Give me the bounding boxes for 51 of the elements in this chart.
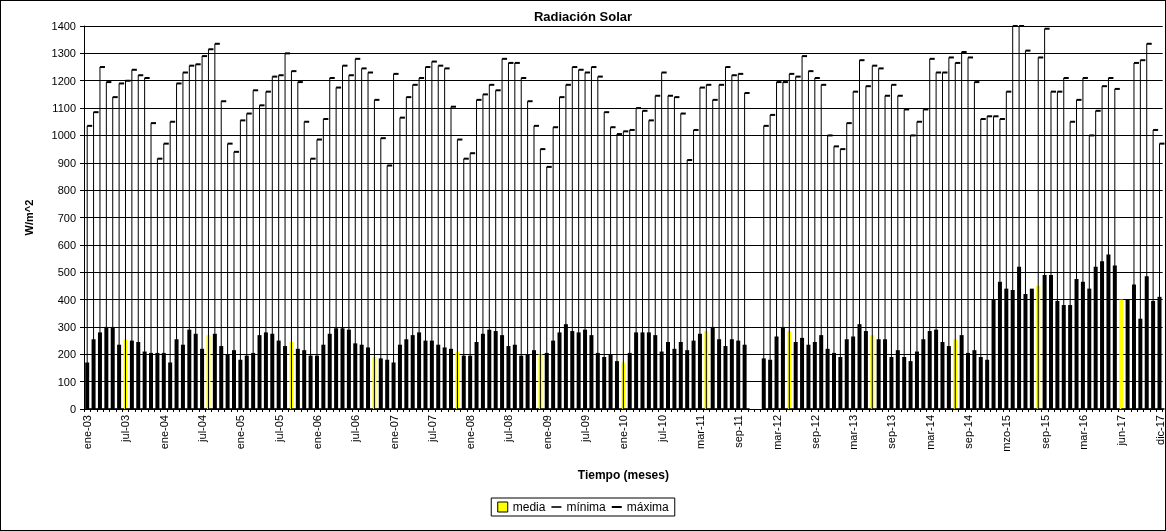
x-tick-label: ene-08	[464, 415, 477, 450]
x-tick-label: mar-13	[847, 415, 860, 450]
x-tick-label: jul-09	[579, 415, 592, 443]
x-tick-label: mar-12	[770, 415, 783, 450]
y-axis-title: W/m^2	[22, 199, 35, 236]
y-tick-label: 0	[69, 403, 76, 415]
x-tick-label: jul-03	[119, 415, 132, 443]
x-tick-label: sep-13	[885, 415, 898, 449]
x-tick-label: jul-05	[272, 415, 285, 443]
y-tick-label: 900	[57, 156, 76, 169]
x-tick-label: ene-07	[387, 415, 400, 450]
x-tick-label: sep-11	[732, 415, 745, 448]
x-tick-label: mar-11	[693, 415, 706, 450]
y-tick-label: 500	[57, 266, 76, 279]
y-tick-label: 1100	[52, 102, 76, 115]
y-tick-label: 300	[57, 320, 76, 333]
x-tick-label: ene-09	[540, 415, 553, 450]
bar	[1119, 299, 1124, 409]
x-tick-label: sep-12	[808, 415, 821, 449]
x-tick-label: ene-06	[310, 415, 323, 450]
chart-title: Radiación Solar	[533, 9, 633, 24]
x-tick-label: sep-14	[962, 415, 975, 449]
y-tick-label: 100	[57, 375, 76, 388]
x-tick-label: ene-10	[617, 415, 630, 450]
y-tick-label: 1000	[51, 129, 76, 142]
legend-label: mínima	[566, 500, 607, 514]
x-tick-label: jul-08	[502, 415, 515, 443]
x-tick-label: sep-15	[1038, 415, 1051, 449]
x-tick-label: ene-03	[81, 415, 94, 450]
x-tick-label: jun-17	[1115, 415, 1128, 447]
y-tick-label: 800	[57, 184, 76, 197]
x-tick-label: jul-04	[196, 415, 209, 443]
y-tick-label: 1200	[51, 74, 76, 87]
x-tick-label: mzo-15	[1000, 415, 1013, 452]
x-tick-label: ene-04	[157, 415, 170, 450]
x-tick-label: mar-16	[1076, 415, 1089, 450]
x-axis-title: Tiempo (meses)	[577, 468, 669, 482]
y-tick-label: 700	[57, 211, 76, 224]
y-tick-label: 200	[57, 348, 76, 361]
legend-label: media	[512, 500, 546, 514]
x-tick-label: dic-17	[1153, 415, 1166, 445]
legend-label: máxima	[626, 500, 670, 514]
x-tick-label: jul-10	[655, 415, 668, 443]
x-tick-label: jul-07	[425, 415, 438, 443]
y-tick-label: 400	[57, 293, 76, 306]
x-tick-label: ene-05	[234, 415, 247, 450]
x-tick-label: jul-06	[349, 415, 362, 443]
x-tick-label: mar-14	[923, 415, 936, 450]
y-tick-label: 1300	[51, 47, 76, 60]
y-tick-label: 600	[57, 238, 76, 251]
y-tick-label: 1400	[51, 20, 76, 32]
